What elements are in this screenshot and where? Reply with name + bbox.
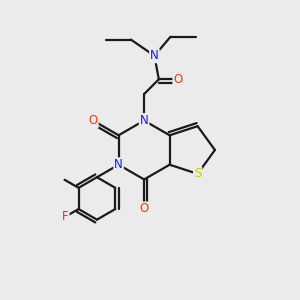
Text: F: F bbox=[62, 210, 69, 223]
Text: O: O bbox=[173, 73, 183, 86]
Text: N: N bbox=[150, 49, 159, 62]
Text: S: S bbox=[194, 167, 201, 180]
Text: O: O bbox=[140, 202, 149, 215]
Text: O: O bbox=[88, 114, 98, 127]
Text: N: N bbox=[140, 114, 148, 127]
Text: N: N bbox=[114, 158, 123, 171]
